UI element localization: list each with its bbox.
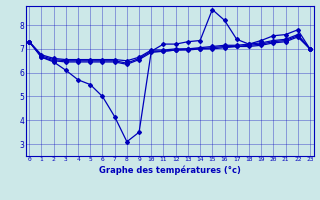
X-axis label: Graphe des températures (°c): Graphe des températures (°c) bbox=[99, 165, 241, 175]
